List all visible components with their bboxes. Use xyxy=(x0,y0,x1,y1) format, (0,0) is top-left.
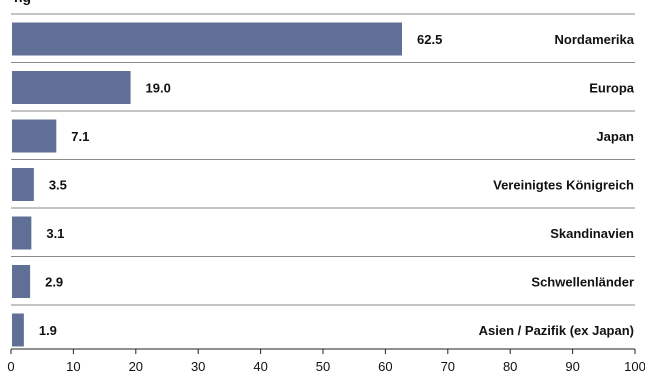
category-label: Europa xyxy=(589,81,635,96)
bar xyxy=(12,71,131,104)
x-tick-label: 0 xyxy=(7,359,14,374)
bar xyxy=(12,22,402,56)
bar-value-label: 19.0 xyxy=(146,81,171,96)
bar xyxy=(12,168,34,201)
x-axis: 0 10 20 30 40 50 60 70 80 90 100 xyxy=(7,348,645,374)
category-label: Asien / Pazifik (ex Japan) xyxy=(479,323,634,338)
bar xyxy=(12,265,31,298)
bar-value-label: 2.9 xyxy=(45,275,63,290)
bar-value-label: 3.5 xyxy=(49,178,67,193)
chart-rows: 62.5 Nordamerika 19.0 Europa 7.1 Japan 3.5 Vere… xyxy=(11,13,635,347)
bar xyxy=(12,216,32,250)
x-tick-label: 90 xyxy=(565,359,579,374)
x-tick-label: 80 xyxy=(503,359,517,374)
x-tick-label: 20 xyxy=(129,359,143,374)
bar-value-label: 1.9 xyxy=(39,323,57,338)
x-tick-label: 60 xyxy=(378,359,392,374)
x-tick-label: 40 xyxy=(253,359,267,374)
x-tick-label: 10 xyxy=(66,359,80,374)
bar xyxy=(12,313,24,347)
x-tick-label: 30 xyxy=(191,359,205,374)
chart-title: ng xyxy=(14,0,31,5)
x-tick-label: 100 xyxy=(624,359,645,374)
category-label: Skandinavien xyxy=(550,226,634,241)
bar-value-label: 62.5 xyxy=(417,32,442,47)
x-tick-label: 50 xyxy=(316,359,330,374)
bar xyxy=(12,119,57,153)
category-label: Vereinigtes Königreich xyxy=(493,178,634,193)
bar-value-label: 3.1 xyxy=(46,226,64,241)
category-label: Schwellenländer xyxy=(531,275,634,290)
x-tick-label: 70 xyxy=(441,359,455,374)
category-label: Japan xyxy=(596,129,634,144)
bar-value-label: 7.1 xyxy=(71,129,89,144)
category-label: Nordamerika xyxy=(555,32,635,47)
